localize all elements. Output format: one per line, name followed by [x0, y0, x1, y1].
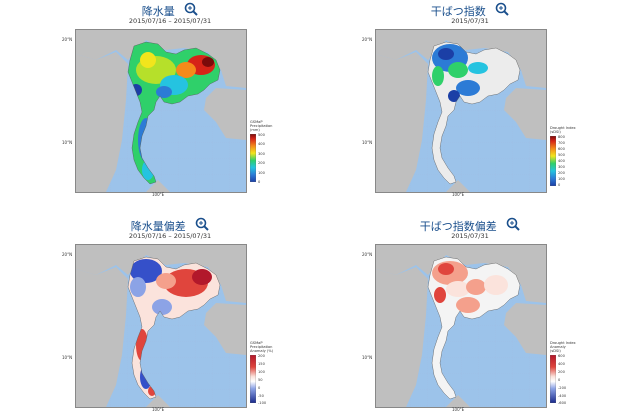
drought-anomaly-map [375, 244, 547, 408]
colorbar-tick: 50 [258, 378, 263, 382]
lat-label-20: 20°N [362, 252, 373, 257]
colorbar-tick: -400 [558, 394, 567, 398]
drought-map [375, 29, 547, 193]
colorbar-tick: 600 [558, 354, 565, 358]
lon-label: 100°E [452, 192, 465, 197]
colorbar-tick: 200 [558, 370, 565, 374]
colorbar-title: Drought Index Anomaly (sDSI) [550, 341, 576, 354]
lat-label-10: 10°N [62, 355, 73, 360]
colorbar-tick: 100 [258, 171, 265, 175]
rainfall-anomaly-map [75, 244, 247, 408]
panel-rainfall-anomaly: 降水量偏差 2015/07/16 – 2015/07/31 [20, 215, 320, 420]
panel-title-row: 降水量 [20, 2, 320, 18]
colorbar-tick: 700 [558, 141, 565, 145]
panel-title-row: 干ばつ指数 [320, 2, 620, 18]
colorbar-tick: 200 [558, 171, 565, 175]
panel-date: 2015/07/16 – 2015/07/31 [128, 17, 212, 25]
colorbar-tick: 400 [558, 362, 565, 366]
colorbar-tick: 100 [558, 177, 565, 181]
panel-rainfall: 降水量 2015/07/16 – 2015/07/31 [20, 0, 320, 205]
colorbar-scale [250, 355, 256, 403]
lon-label: 100°E [452, 407, 465, 412]
colorbar-tick: -50 [258, 394, 264, 398]
colorbar-scale [550, 355, 556, 403]
colorbar-scale [550, 136, 556, 186]
panel-drought-anomaly: 干ばつ指数偏差 2015/07/31 20°N [320, 215, 620, 420]
zoom-icon[interactable] [495, 2, 509, 21]
colorbar-tick: 100 [258, 370, 265, 374]
colorbar-tick: 0 [558, 378, 561, 382]
colorbar-title: Drought Index (sDSI) [550, 126, 576, 135]
colorbar-tick: -100 [258, 401, 267, 405]
zoom-icon[interactable] [195, 217, 209, 236]
lat-label-10: 10°N [362, 140, 373, 145]
rainfall-map [75, 29, 247, 193]
zoom-icon[interactable] [506, 217, 520, 236]
colorbar-tick: 600 [558, 147, 565, 151]
lat-label-20: 20°N [62, 37, 73, 42]
panel-title: 降水量 [141, 4, 175, 18]
colorbar-tick: 500 [258, 133, 265, 137]
panel-date: 2015/07/31 [451, 17, 489, 25]
lat-label-10: 10°N [62, 140, 73, 145]
colorbar-tick: 0 [258, 180, 261, 184]
colorbar-title: GSMaP Precipitation (mm) [250, 120, 273, 133]
colorbar-tick: 400 [558, 159, 565, 163]
panel-title: 干ばつ指数偏差 [419, 219, 497, 233]
colorbar-tick: 200 [258, 354, 265, 358]
colorbar-tick: 500 [558, 153, 565, 157]
colorbar-tick: 150 [258, 362, 265, 366]
colorbar-tick: -200 [558, 386, 567, 390]
panel-drought: 干ばつ指数 2015/07/31 20°N 1 [320, 0, 620, 205]
lon-label: 100°E [152, 407, 165, 412]
lat-label-20: 20°N [62, 252, 73, 257]
panel-title-row: 降水量偏差 [20, 217, 320, 233]
colorbar-tick: 800 [558, 135, 565, 139]
colorbar-tick: 0 [258, 386, 261, 390]
lat-label-10: 10°N [362, 355, 373, 360]
zoom-icon[interactable] [184, 2, 198, 21]
colorbar-title: GSMaP Precipitation Anomaly (%) [250, 341, 274, 354]
colorbar-scale [250, 134, 256, 182]
panel-title: 干ばつ指数 [430, 4, 486, 18]
lon-label: 100°E [152, 192, 165, 197]
colorbar-tick: 200 [258, 161, 265, 165]
panel-date: 2015/07/16 – 2015/07/31 [128, 232, 212, 240]
colorbar-tick: 300 [258, 152, 265, 156]
panel-title-row: 干ばつ指数偏差 [320, 217, 620, 233]
colorbar-tick: 0 [558, 183, 561, 187]
panel-title: 降水量偏差 [130, 219, 186, 233]
colorbar-tick: -600 [558, 401, 567, 405]
colorbar-tick: 300 [558, 165, 565, 169]
colorbar-tick: 400 [258, 142, 265, 146]
lat-label-20: 20°N [362, 37, 373, 42]
panel-date: 2015/07/31 [451, 232, 489, 240]
